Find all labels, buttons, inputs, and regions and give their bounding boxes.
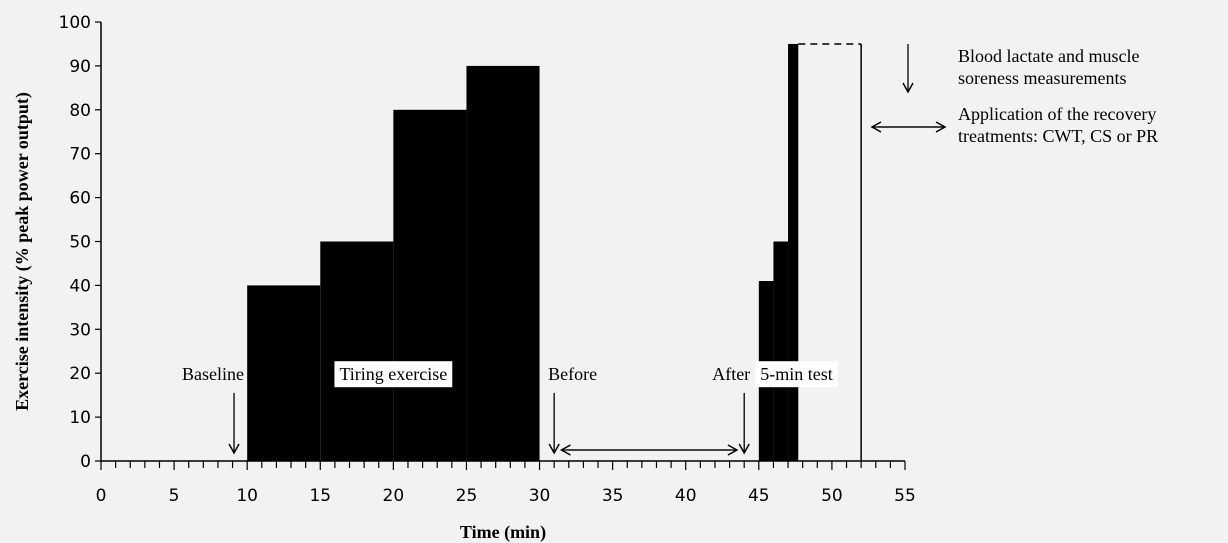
x-tick-label: 20 [383,486,405,506]
y-tick-label: 40 [69,276,91,296]
y-axis-title: Exercise intensity (% peak power output) [12,92,33,411]
bar [247,285,321,461]
y-tick-label: 80 [69,101,91,121]
x-tick-label: 40 [675,486,697,506]
y-tick-label: 10 [69,408,91,428]
x-tick-label: 10 [236,486,258,506]
bar [320,241,394,461]
y-tick-label: 70 [69,145,91,165]
y-tick-label: 100 [59,13,91,33]
annotation-label: Tiring exercise [339,364,447,384]
legend-text: Blood lactate and muscle [958,46,1139,66]
legend-text: Application of the recovery [958,104,1156,124]
x-tick-label: 45 [748,486,770,506]
plot-area [247,43,862,462]
bar [788,43,799,461]
x-tick-label: 25 [456,486,478,506]
x-tick-label: 50 [821,486,843,506]
bar [466,65,540,462]
y-tick-label: 60 [69,189,91,209]
x-tick-label: 30 [529,486,551,506]
annotation-label-bg [334,361,453,388]
y-tick-label: 20 [69,364,91,384]
annotation-label: 5-min test [760,364,833,384]
y-tick-label: 90 [69,57,91,77]
annotations: Baseline Tiring exercise Before After 5-min … [182,361,838,456]
x-tick-label: 0 [96,486,107,506]
y-tick-label: 0 [80,452,91,472]
annotation-label-bg [755,361,838,388]
x-tick-label: 15 [309,486,331,506]
axes: 0 10 20 30 40 50 60 70 80 90 100 0 5 10 15 20 25 30 35 40 45… [59,13,916,506]
x-axis-title: Time (min) [460,522,546,543]
y-tick-label: 30 [69,320,91,340]
legend-text: treatments: CWT, CS or PR [958,126,1158,146]
y-tick-label: 50 [69,233,91,253]
annotation-label: Baseline [182,364,244,384]
annotation-label: Before [548,364,597,384]
bar [773,241,789,461]
x-tick-label: 5 [169,486,180,506]
x-tick-label: 35 [602,486,624,506]
annotation-label: After [712,364,750,384]
bar [393,109,467,462]
x-tick-label: 55 [894,486,916,506]
legend-text: soreness measurements [958,68,1126,88]
